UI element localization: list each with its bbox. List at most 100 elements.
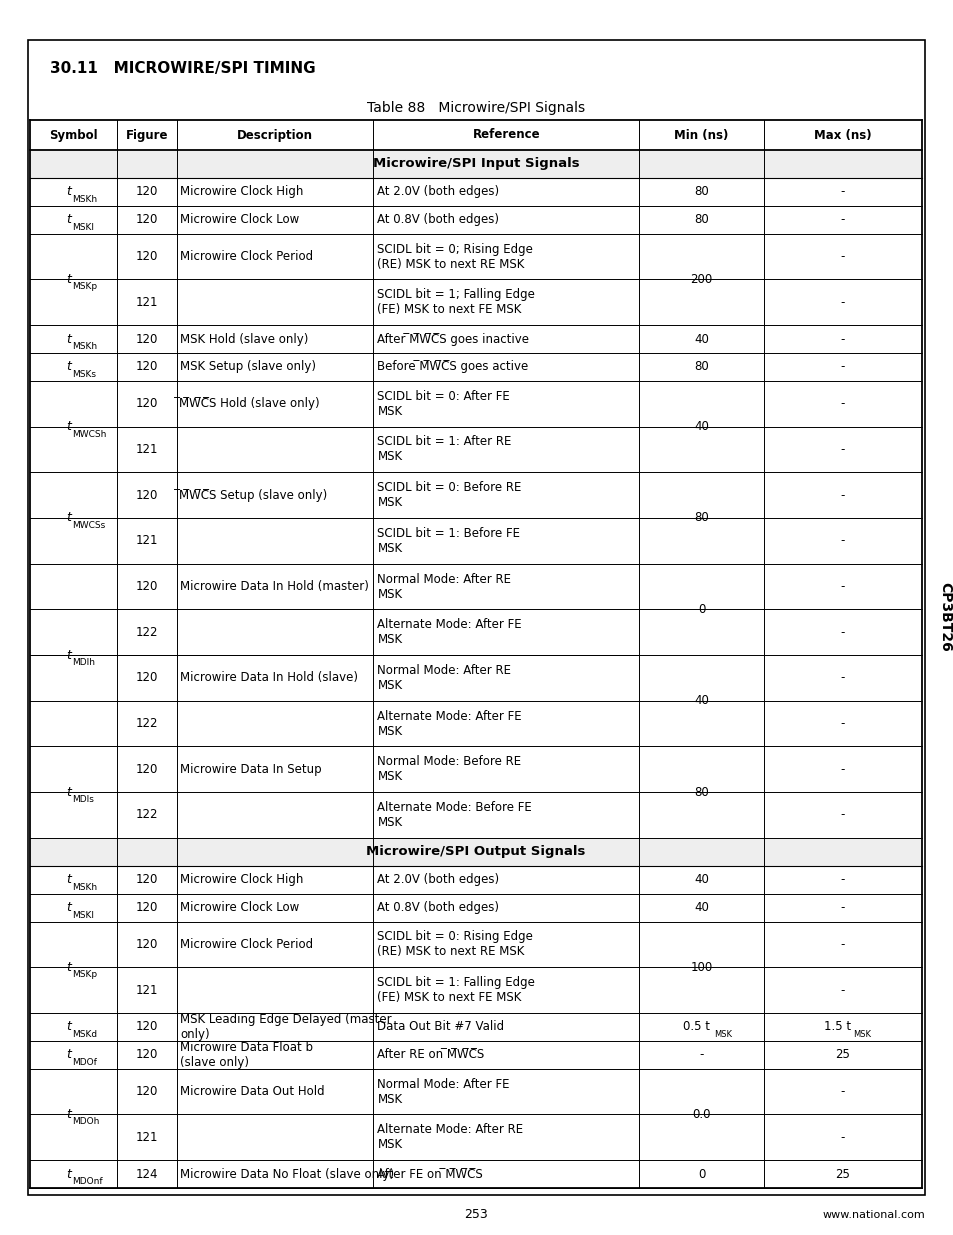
Text: MSK: MSK bbox=[852, 1030, 870, 1040]
Text: MSKh: MSKh bbox=[72, 342, 97, 351]
Text: t: t bbox=[67, 1049, 71, 1061]
Text: 124: 124 bbox=[135, 1167, 158, 1181]
Text: MSKp: MSKp bbox=[72, 283, 97, 291]
Text: SCIDL bit = 0: Rising Edge
(RE) MSK to next RE MSK: SCIDL bit = 0: Rising Edge (RE) MSK to n… bbox=[377, 930, 533, 958]
Text: SCIDL bit = 1: Before FE
MSK: SCIDL bit = 1: Before FE MSK bbox=[377, 527, 520, 555]
Text: MSK Hold (slave only): MSK Hold (slave only) bbox=[180, 332, 308, 346]
Text: 120: 120 bbox=[135, 398, 158, 410]
Text: t: t bbox=[67, 1108, 71, 1121]
Text: Microwire Clock High: Microwire Clock High bbox=[180, 185, 303, 199]
Text: 40: 40 bbox=[694, 420, 708, 433]
Text: -: - bbox=[840, 1131, 844, 1144]
Text: -: - bbox=[840, 672, 844, 684]
Text: MSKl: MSKl bbox=[72, 222, 94, 232]
Text: Microwire Clock High: Microwire Clock High bbox=[180, 873, 303, 887]
Text: t: t bbox=[67, 420, 71, 433]
Text: -: - bbox=[840, 983, 844, 997]
Text: 120: 120 bbox=[135, 763, 158, 776]
Text: 120: 120 bbox=[135, 873, 158, 887]
Text: CP3BT26: CP3BT26 bbox=[937, 582, 951, 652]
Text: Microwire Clock Period: Microwire Clock Period bbox=[180, 937, 313, 951]
Text: -: - bbox=[840, 1086, 844, 1098]
Text: t: t bbox=[67, 961, 71, 973]
Text: 40: 40 bbox=[694, 332, 708, 346]
Text: 25: 25 bbox=[835, 1049, 850, 1061]
Text: 120: 120 bbox=[135, 902, 158, 914]
Text: -: - bbox=[840, 332, 844, 346]
Text: SCIDL bit = 1; Falling Edge
(FE) MSK to next FE MSK: SCIDL bit = 1; Falling Edge (FE) MSK to … bbox=[377, 288, 535, 316]
Text: MSK Leading Edge Delayed (master
only): MSK Leading Edge Delayed (master only) bbox=[180, 1013, 392, 1041]
Text: 40: 40 bbox=[694, 694, 708, 708]
Text: -: - bbox=[840, 809, 844, 821]
Text: Microwire Data In Setup: Microwire Data In Setup bbox=[180, 763, 321, 776]
Text: MDIs: MDIs bbox=[72, 795, 94, 804]
Text: -: - bbox=[840, 873, 844, 887]
Text: Microwire Data Out Hold: Microwire Data Out Hold bbox=[180, 1086, 324, 1098]
Text: -: - bbox=[840, 214, 844, 226]
Text: -: - bbox=[699, 1049, 703, 1061]
Text: t: t bbox=[67, 332, 71, 346]
Text: -: - bbox=[840, 398, 844, 410]
Text: -: - bbox=[840, 626, 844, 638]
Text: 0: 0 bbox=[698, 603, 704, 616]
Text: 25: 25 bbox=[835, 1167, 850, 1181]
Text: 80: 80 bbox=[694, 511, 708, 525]
Text: -: - bbox=[840, 185, 844, 199]
Text: -: - bbox=[840, 251, 844, 263]
Text: t: t bbox=[67, 185, 71, 199]
Text: 120: 120 bbox=[135, 672, 158, 684]
Text: At 2.0V (both edges): At 2.0V (both edges) bbox=[377, 185, 499, 199]
Text: SCIDL bit = 0: After FE
MSK: SCIDL bit = 0: After FE MSK bbox=[377, 390, 510, 417]
Text: -: - bbox=[840, 580, 844, 593]
Text: 80: 80 bbox=[694, 361, 708, 373]
Text: -: - bbox=[840, 535, 844, 547]
Text: MDOf: MDOf bbox=[72, 1057, 97, 1067]
Text: 80: 80 bbox=[694, 185, 708, 199]
Text: 120: 120 bbox=[135, 1020, 158, 1034]
Text: SCIDL bit = 0; Rising Edge
(RE) MSK to next RE MSK: SCIDL bit = 0; Rising Edge (RE) MSK to n… bbox=[377, 242, 533, 270]
Text: MSKl: MSKl bbox=[72, 910, 94, 920]
Bar bbox=[30, 149, 921, 178]
Text: Description: Description bbox=[237, 128, 313, 142]
Text: 120: 120 bbox=[135, 489, 158, 501]
Text: Figure: Figure bbox=[126, 128, 168, 142]
Text: t: t bbox=[67, 1020, 71, 1034]
Text: Normal Mode: After RE
MSK: Normal Mode: After RE MSK bbox=[377, 664, 511, 692]
Text: Microwire/SPI Output Signals: Microwire/SPI Output Signals bbox=[366, 845, 585, 858]
Text: Alternate Mode: After FE
MSK: Alternate Mode: After FE MSK bbox=[377, 710, 521, 737]
Text: 120: 120 bbox=[135, 937, 158, 951]
Text: 1.5 t: 1.5 t bbox=[823, 1020, 851, 1034]
Text: Microwire Data No Float (slave only): Microwire Data No Float (slave only) bbox=[180, 1167, 394, 1181]
Text: 80: 80 bbox=[694, 214, 708, 226]
Text: 120: 120 bbox=[135, 361, 158, 373]
Text: Max (ns): Max (ns) bbox=[814, 128, 871, 142]
Text: MSKs: MSKs bbox=[72, 370, 96, 379]
Text: Microwire Clock Low: Microwire Clock Low bbox=[180, 902, 299, 914]
Text: 40: 40 bbox=[694, 902, 708, 914]
Text: t: t bbox=[67, 902, 71, 914]
Text: SCIDL bit = 1: Falling Edge
(FE) MSK to next FE MSK: SCIDL bit = 1: Falling Edge (FE) MSK to … bbox=[377, 976, 535, 1004]
Text: Microwire Data Float b
(slave only): Microwire Data Float b (slave only) bbox=[180, 1041, 313, 1068]
Text: 120: 120 bbox=[135, 1049, 158, 1061]
Text: t: t bbox=[67, 273, 71, 287]
Text: 100: 100 bbox=[690, 961, 712, 973]
Text: At 0.8V (both edges): At 0.8V (both edges) bbox=[377, 902, 499, 914]
Text: 122: 122 bbox=[135, 718, 158, 730]
Text: Table 88   Microwire/SPI Signals: Table 88 Microwire/SPI Signals bbox=[367, 101, 585, 115]
Text: MSK Setup (slave only): MSK Setup (slave only) bbox=[180, 361, 315, 373]
Text: -: - bbox=[840, 718, 844, 730]
Text: Microwire Clock Low: Microwire Clock Low bbox=[180, 214, 299, 226]
Text: 122: 122 bbox=[135, 809, 158, 821]
Text: 121: 121 bbox=[135, 295, 158, 309]
Text: Data Out Bit #7 Valid: Data Out Bit #7 Valid bbox=[377, 1020, 504, 1034]
Text: Min (ns): Min (ns) bbox=[674, 128, 728, 142]
Text: MDIh: MDIh bbox=[72, 658, 95, 667]
Text: 40: 40 bbox=[694, 873, 708, 887]
Text: MDOh: MDOh bbox=[72, 1118, 99, 1126]
Text: t: t bbox=[67, 1167, 71, 1181]
Text: 0: 0 bbox=[698, 1167, 704, 1181]
Text: At 2.0V (both edges): At 2.0V (both edges) bbox=[377, 873, 499, 887]
Text: 120: 120 bbox=[135, 214, 158, 226]
Text: 0.0: 0.0 bbox=[692, 1108, 710, 1121]
Text: t: t bbox=[67, 873, 71, 887]
